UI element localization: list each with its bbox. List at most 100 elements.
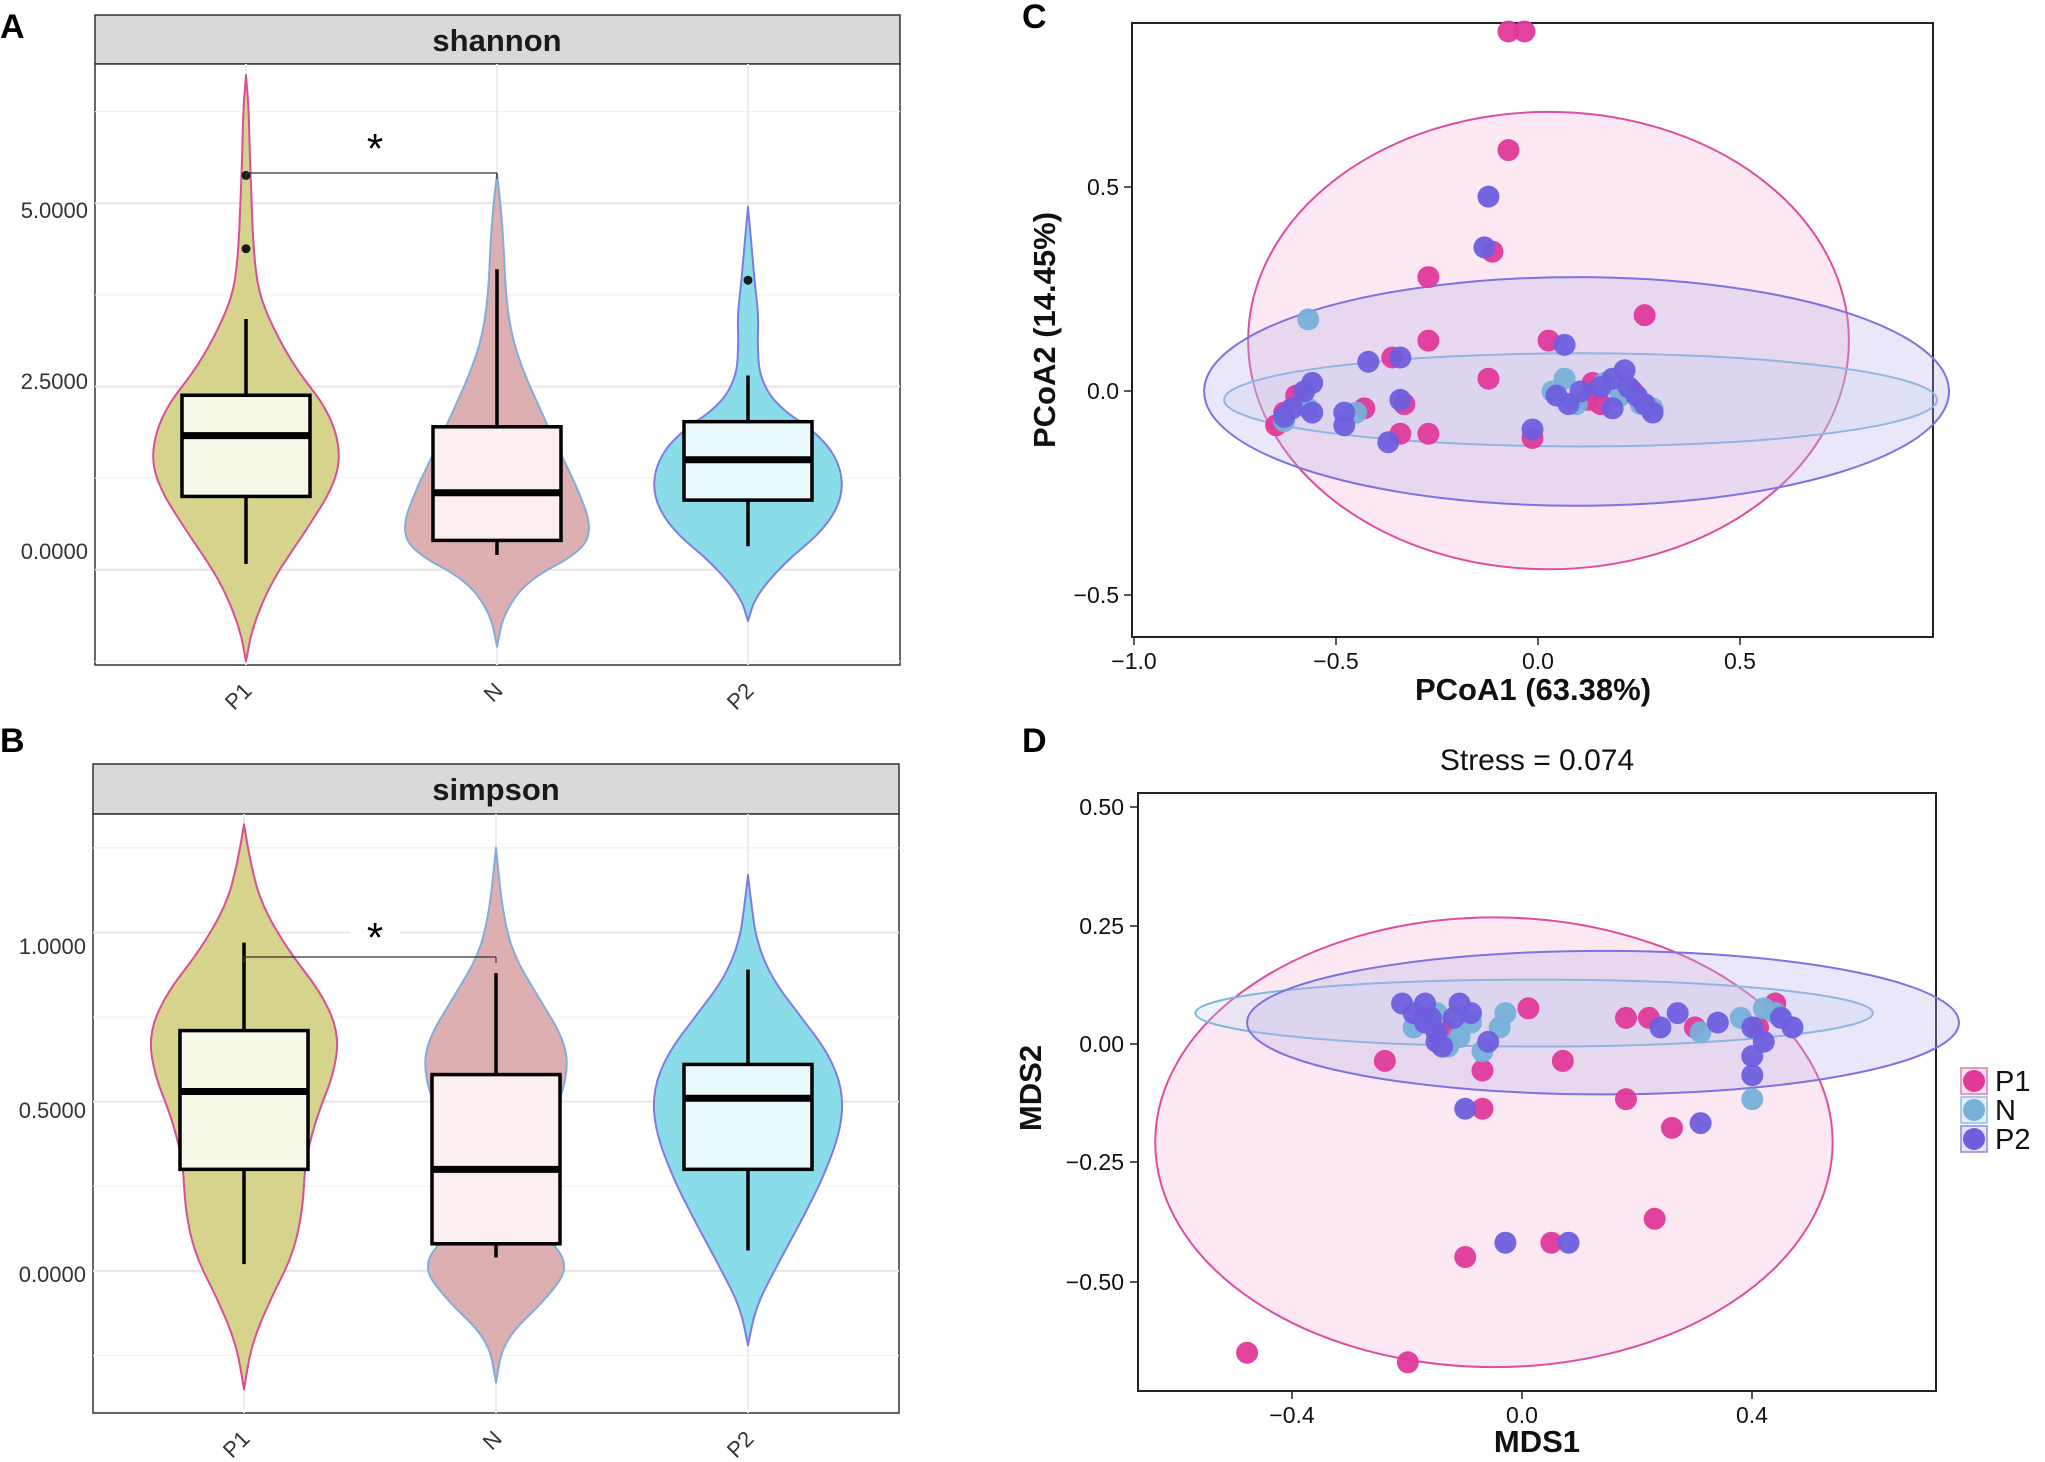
point-p2 xyxy=(1706,1011,1729,1034)
legend-dot-n xyxy=(1963,1099,1985,1121)
point-p1 xyxy=(1417,422,1440,445)
point-p1 xyxy=(1517,997,1540,1020)
y-tick-label: 0.5000 xyxy=(19,1098,86,1123)
x-tick-label: −1.0 xyxy=(1111,648,1156,674)
ellipse-p2 xyxy=(1246,949,1960,1096)
y-tick-label: 0.25 xyxy=(1079,913,1124,939)
y-tick-label: 0.0000 xyxy=(21,539,88,564)
y-tick-label: 0.0000 xyxy=(19,1262,86,1287)
panel-d-points xyxy=(1236,992,1804,1374)
panel-a: A shannon * 0.0000 2.5000 5.0000 P1 N P2 xyxy=(0,8,901,715)
panel-a-strip xyxy=(94,14,901,65)
box-p1 xyxy=(178,1028,310,1172)
legend-label-p1: P1 xyxy=(1995,1066,2030,1098)
point-p2 xyxy=(1459,1002,1482,1025)
point-p2 xyxy=(1357,350,1380,373)
point-p1 xyxy=(1540,1231,1563,1254)
point-p2 xyxy=(1377,431,1400,454)
point-p2 xyxy=(1613,359,1636,382)
panel-c-y-ticks: −0.5 0.0 0.5 xyxy=(1074,174,1132,608)
x-tick-marks xyxy=(1133,637,1741,645)
panel-d-stress: Stress = 0.074 xyxy=(1440,744,1634,777)
y-tick-label: 0.00 xyxy=(1079,1031,1124,1057)
point-p2 xyxy=(1601,397,1624,420)
x-tick-label: P2 xyxy=(722,678,759,715)
panel-b-star-background xyxy=(350,922,400,954)
point-p2 xyxy=(1569,380,1592,403)
point-p2 xyxy=(1649,1016,1672,1039)
y-tick-marks xyxy=(1130,806,1138,1283)
point-p1 xyxy=(1417,329,1440,352)
point-n xyxy=(1689,1021,1712,1044)
point-p2 xyxy=(1781,1016,1804,1039)
panel-b-annotations: * xyxy=(243,914,497,963)
panel-a-strip-label: shannon xyxy=(432,23,561,58)
point-p2 xyxy=(1477,185,1500,208)
panel-b-signif-bracket xyxy=(243,956,497,963)
point-p1 xyxy=(1497,20,1520,43)
x-tick-label: P2 xyxy=(722,1426,759,1462)
point-p2 xyxy=(1557,1231,1580,1254)
x-tick-label: P1 xyxy=(218,1426,255,1462)
box-p2 xyxy=(682,1062,814,1172)
point-p1 xyxy=(1477,367,1500,390)
panel-b: B simpson * 0.0000 0.5000 1.0000 P1 N P2 xyxy=(0,722,900,1462)
point-p1 xyxy=(1614,1006,1637,1029)
x-tick-label: 0.0 xyxy=(1522,648,1554,674)
point-p2 xyxy=(1666,1002,1689,1025)
point-p2 xyxy=(1389,388,1412,411)
x-tick-label: 0.4 xyxy=(1736,1402,1768,1428)
box-n xyxy=(431,425,563,543)
y-tick-label: 0.5 xyxy=(1087,174,1119,200)
point-p2 xyxy=(1494,1231,1517,1254)
x-tick-label: 0.5 xyxy=(1724,648,1756,674)
x-tick-label: −0.5 xyxy=(1313,648,1358,674)
legend-dot-p2 xyxy=(1963,1128,1985,1150)
panel-d-x-ticks: −0.4 0.0 0.4 xyxy=(1269,1391,1768,1428)
panel-c: C −1.0 −0.5 0.0 0.5 −0.5 0.0 0.5 PCoA1 (… xyxy=(1022,0,1951,707)
point-p2 xyxy=(1333,414,1356,437)
panel-d-y-axis-title: MDS2 xyxy=(1013,1045,1048,1131)
panel-d-plot-area xyxy=(1137,792,1937,1392)
point-n xyxy=(1741,1088,1764,1111)
point-n xyxy=(1553,367,1576,390)
x-tick-label: −0.4 xyxy=(1269,1402,1315,1428)
point-p2 xyxy=(1273,405,1296,428)
legend-item-p2: P2 xyxy=(1960,1124,2030,1156)
panel-b-letter: B xyxy=(0,722,25,760)
point-p2 xyxy=(1521,418,1544,441)
panel-b-y-ticks: 0.0000 0.5000 1.0000 xyxy=(19,934,86,1287)
point-p2 xyxy=(1389,346,1412,369)
panel-b-violins xyxy=(149,823,844,1391)
point-n xyxy=(1494,1002,1517,1025)
point-p2 xyxy=(1752,1030,1775,1053)
point-p2 xyxy=(1741,1064,1764,1087)
panel-d-x-axis-title: MDS1 xyxy=(1494,1424,1580,1459)
y-tick-label: −0.25 xyxy=(1066,1149,1124,1175)
y-tick-label: −0.5 xyxy=(1074,582,1119,608)
point-p2 xyxy=(1473,236,1496,259)
panel-a-signif-bracket xyxy=(245,172,498,179)
point-p2 xyxy=(1414,1011,1437,1034)
point-p1 xyxy=(1471,1059,1494,1082)
panel-b-signif-star: * xyxy=(367,914,383,961)
point-p2 xyxy=(1425,1030,1448,1053)
point-p2 xyxy=(1301,401,1324,424)
panel-c-y-axis-title: PCoA2 (14.45%) xyxy=(1027,212,1062,448)
point-p2 xyxy=(1477,1030,1500,1053)
y-tick-label: 1.0000 xyxy=(19,934,86,959)
point-p2 xyxy=(1553,333,1576,356)
point-p1 xyxy=(1551,1049,1574,1072)
point-p1 xyxy=(1660,1116,1683,1139)
point-p1 xyxy=(1396,1351,1419,1374)
panel-a-annotations: * xyxy=(245,125,498,179)
outlier-p1 xyxy=(241,244,251,254)
y-tick-label: 0.50 xyxy=(1079,794,1124,820)
panel-a-letter: A xyxy=(0,8,25,46)
panel-c-plot-area xyxy=(1131,22,1934,638)
point-p1 xyxy=(1497,139,1520,162)
x-tick-label: P1 xyxy=(220,678,257,715)
x-tick-marks xyxy=(1291,1391,1753,1399)
point-p1 xyxy=(1417,266,1440,289)
point-p1 xyxy=(1614,1088,1637,1111)
